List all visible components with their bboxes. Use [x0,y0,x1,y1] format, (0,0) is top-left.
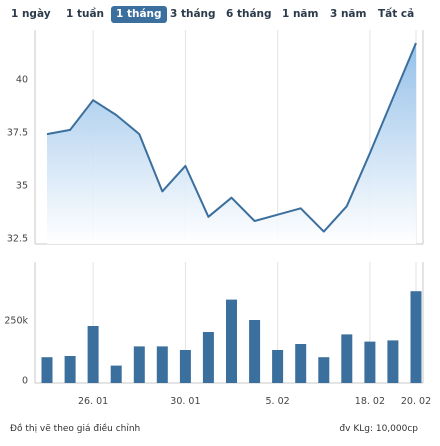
x-tick-label: 20. 02 [401,396,431,407]
volume-bar [156,346,168,383]
volume-bar [272,350,284,383]
range-1-year-button[interactable]: 1 năm [282,8,319,20]
price-y-tick-label: 37.5 [7,128,28,139]
range-1-day-button[interactable]: 1 ngày [11,8,51,20]
volume-bar [87,326,99,383]
volume-y-tick-label: 0 [22,376,28,387]
adjusted-price-note: Đồ thị vẽ theo giá điều chỉnh [10,424,141,434]
volume-bar [387,340,399,383]
x-tick-label: 5. 02 [266,396,290,407]
volume-bar [410,291,422,383]
range-3-months-button[interactable]: 3 tháng [170,8,216,20]
price-y-tick-label: 35 [16,181,28,192]
volume-bar [295,344,307,383]
volume-unit-note: đv KLg: 10,000cp [339,424,418,434]
price-panel [46,42,417,244]
volume-bar [133,346,145,383]
x-tick-label: 30. 01 [170,396,200,407]
volume-bar [226,299,237,383]
x-tick-label: 18. 02 [355,396,385,407]
volume-bar [364,341,376,383]
price-y-tick-label: 40 [16,75,28,86]
range-6-months-button[interactable]: 6 tháng [226,8,272,20]
range-1-month-button[interactable]: 1 tháng [111,6,167,23]
range-3-years-button[interactable]: 3 năm [330,8,367,20]
price-area-fill [47,43,416,244]
volume-bar [179,350,191,383]
volume-bar [41,357,53,383]
volume-bar [318,357,330,383]
axis-labels: 32.5 35 37.5 40 0 250k 26. 01 30. 01 5. 02 18. 02… [4,75,431,408]
volume-bar [110,365,122,383]
range-selector: 1 ngày 1 tuần 1 tháng 3 tháng 6 tháng 1 … [0,0,440,26]
volume-panel [41,291,422,383]
x-tick-label: 26. 01 [78,396,108,407]
volume-bar [202,332,214,383]
volume-bar [64,356,76,383]
range-1-week-button[interactable]: 1 tuần [66,8,105,20]
volume-bar [249,320,261,383]
volume-bar [341,334,353,383]
price-y-tick-label: 32.5 [7,234,28,245]
volume-y-tick-label: 250k [4,316,28,327]
range-all-button[interactable]: Tất cả [378,8,415,20]
